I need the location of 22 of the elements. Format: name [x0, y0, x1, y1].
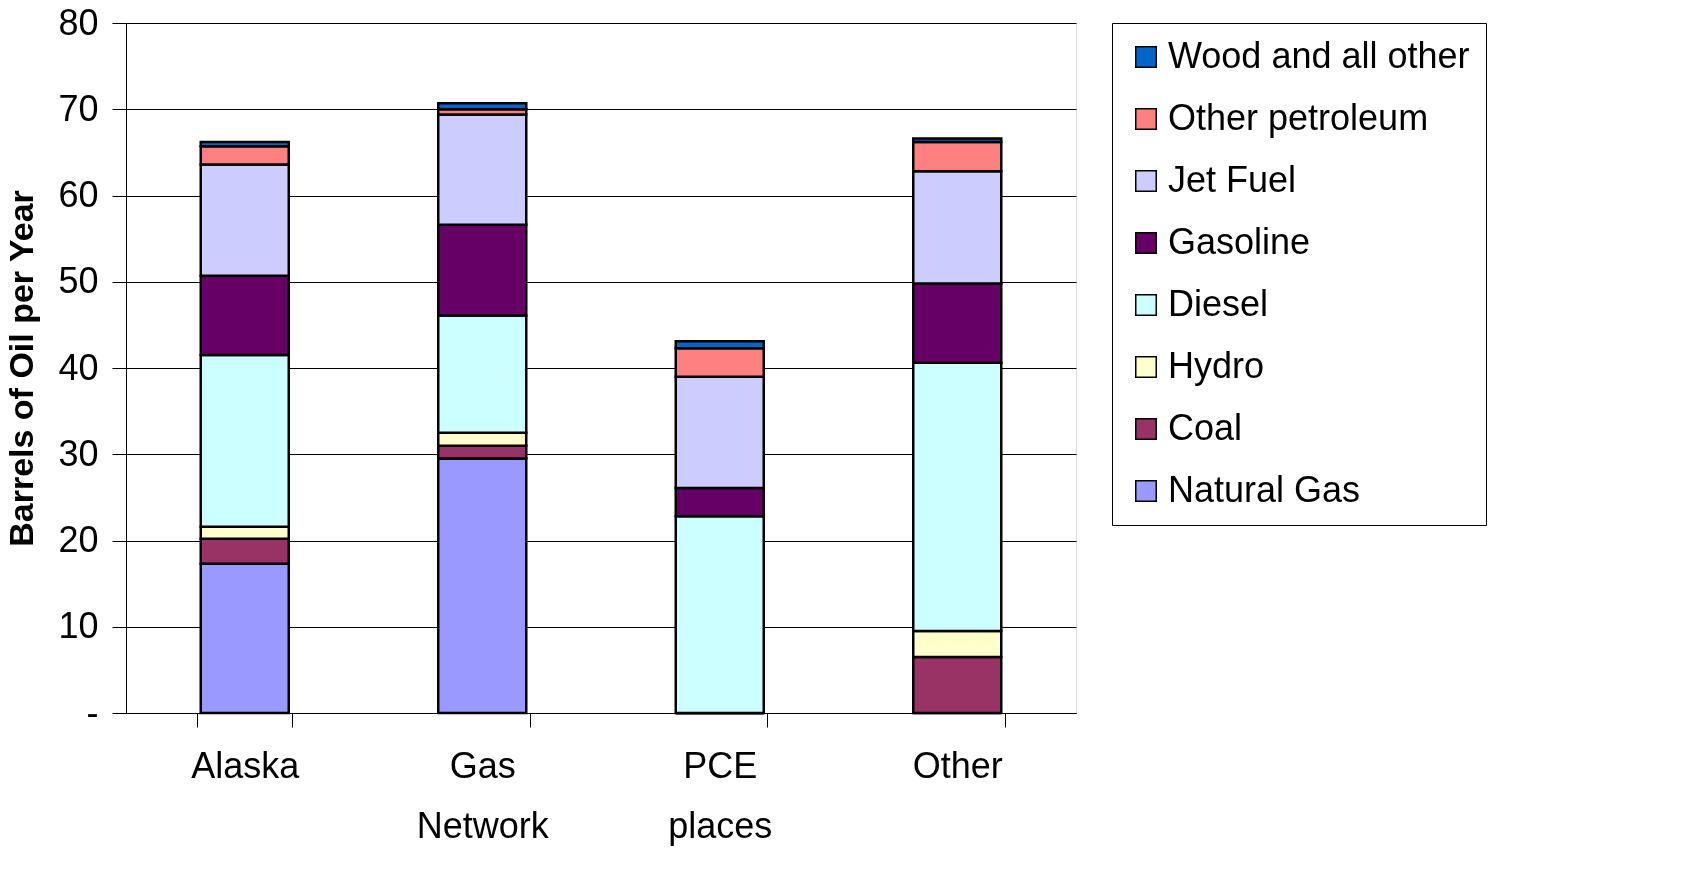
legend-label: Coal: [1168, 407, 1243, 448]
legend-label: Other petroleum: [1168, 97, 1429, 138]
y-tick-label: 80: [58, 1, 99, 43]
x-tick-label: Gas Network: [416, 744, 550, 846]
y-tick-label: 10: [58, 605, 99, 647]
legend-label: Jet Fuel: [1168, 159, 1297, 200]
y-tick-label: 50: [58, 260, 99, 302]
y-tick-label: -: [86, 691, 99, 733]
y-tick-label: 20: [58, 519, 99, 560]
legend-label: Hydro: [1168, 345, 1265, 386]
y-axis-title: Barrels of Oil per Year: [2, 190, 41, 547]
legend-label: Gasoline: [1168, 221, 1311, 262]
y-tick-label: 40: [58, 346, 99, 388]
x-tick-label: Other: [912, 744, 1003, 786]
x-tick-label: PCE places: [668, 744, 773, 846]
x-tick-label: Alaska: [191, 744, 301, 786]
legend-label: Wood and all other: [1168, 35, 1470, 76]
y-tick-label: 70: [58, 87, 99, 129]
legend-label: Diesel: [1168, 283, 1269, 324]
y-tick-label: 30: [58, 432, 99, 474]
y-tick-label: 60: [58, 174, 99, 215]
legend-label: Natural Gas: [1168, 469, 1361, 510]
